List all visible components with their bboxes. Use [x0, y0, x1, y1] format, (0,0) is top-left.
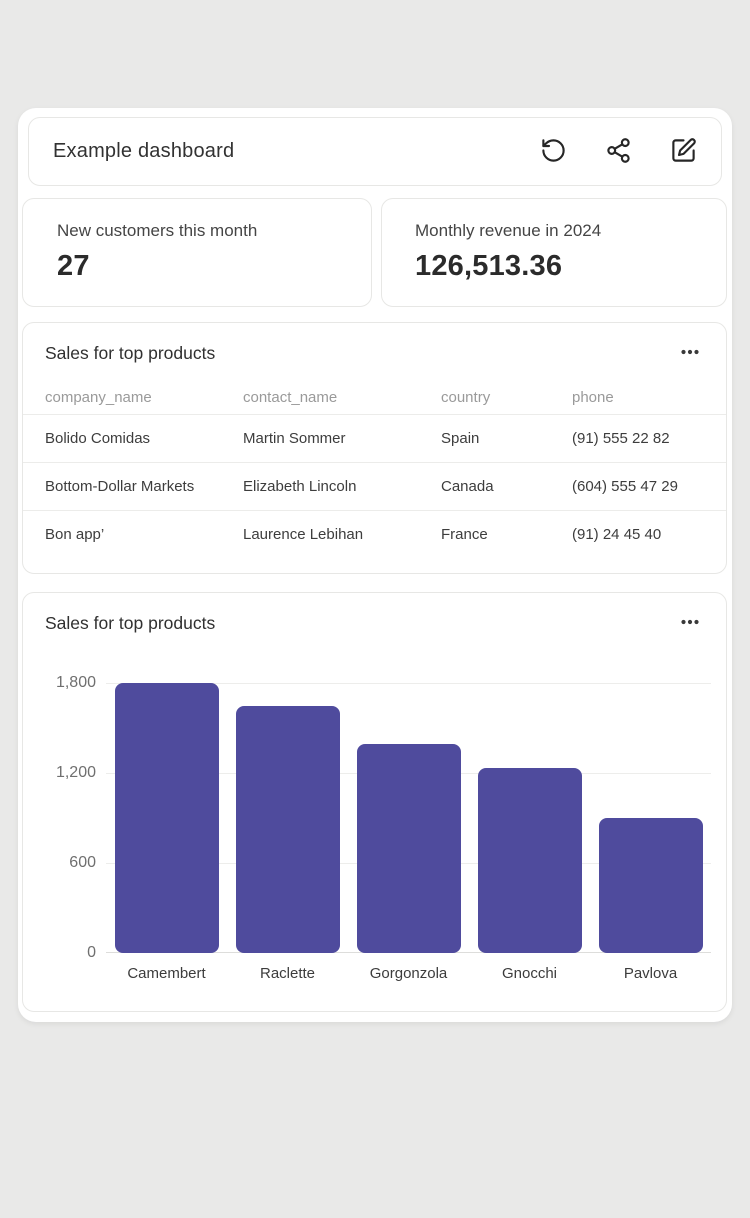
cell-company-name: Bolido Comidas	[45, 430, 151, 447]
bar-pavlova	[599, 818, 703, 953]
cell-phone: (91) 24 45 40	[572, 526, 662, 543]
gridline	[106, 683, 711, 684]
edit-button[interactable]	[669, 137, 697, 167]
column-header: company_name	[45, 389, 152, 406]
table-card-header: Sales for top products	[23, 323, 726, 364]
stat-value: 27	[57, 250, 90, 282]
x-axis-category-label: Camembert	[127, 965, 206, 982]
x-axis-labels: Camembert Raclette Gorgonzola Gnocchi Pa…	[106, 965, 711, 982]
x-axis-category-label: Pavlova	[623, 965, 678, 982]
y-axis-tick-label: 600	[69, 854, 96, 871]
cell-phone: (604) 555 47 29	[572, 478, 678, 495]
column-header: country	[441, 389, 491, 406]
ellipsis-icon	[678, 610, 702, 637]
bar-gnocchi	[478, 768, 582, 953]
table-row: Bottom-Dollar Markets Elizabeth Lincoln …	[23, 462, 726, 510]
rotate-ccw-icon	[540, 137, 567, 167]
cell-company-name: Bon app’	[45, 526, 105, 543]
bar-camembert	[115, 683, 219, 953]
bar-chart-plot-area	[106, 683, 711, 953]
sales-chart-card: Sales for top products 1,800 1,200 600 0	[22, 592, 727, 1012]
sales-table-card: Sales for top products company_name cont…	[22, 322, 727, 574]
x-axis-category-label: Gorgonzola	[369, 965, 448, 982]
share-icon	[605, 137, 632, 167]
stat-value: 126,513.36	[415, 250, 563, 282]
y-axis-tick-label: 0	[87, 944, 96, 961]
edit-pencil-icon	[670, 137, 697, 167]
column-header: phone	[572, 389, 614, 406]
share-button[interactable]	[604, 137, 632, 167]
table-row: Bolido Comidas Martin Sommer Spain (91) …	[23, 414, 726, 462]
cell-contact-name: Martin Sommer	[243, 430, 346, 447]
y-axis-tick-label: 1,200	[55, 764, 96, 781]
cell-contact-name: Elizabeth Lincoln	[243, 478, 357, 495]
cell-country: Canada	[441, 478, 494, 495]
dashboard-container: Example dashboard	[18, 108, 732, 1022]
table-card-title: Sales for top products	[45, 343, 216, 363]
chart-menu-button[interactable]	[676, 614, 704, 634]
chart-card-header: Sales for top products	[23, 593, 726, 634]
x-axis-category-label: Gnocchi	[501, 965, 558, 982]
y-axis-tick-label: 1,800	[55, 674, 96, 691]
bar-raclette	[236, 706, 340, 953]
x-axis-category-label: Raclette	[259, 965, 316, 982]
stat-card-new-customers: New customers this month 27	[22, 198, 372, 307]
page-title: Example dashboard	[53, 140, 235, 162]
stat-label: Monthly revenue in 2024	[415, 221, 602, 240]
chart-card-title: Sales for top products	[45, 613, 216, 633]
cell-company-name: Bottom-Dollar Markets	[45, 478, 195, 495]
dashboard-header: Example dashboard	[28, 117, 722, 186]
refresh-button[interactable]	[539, 138, 567, 166]
column-header: contact_name	[243, 389, 338, 406]
table-menu-button[interactable]	[676, 344, 704, 364]
table-row: Bon app’ Laurence Lebihan France (91) 24…	[23, 510, 726, 558]
cell-country: Spain	[441, 430, 480, 447]
bar-gorgonzola	[357, 744, 461, 953]
ellipsis-icon	[678, 340, 702, 367]
cell-phone: (91) 555 22 82	[572, 430, 670, 447]
stat-card-monthly-revenue: Monthly revenue in 2024 126,513.36	[381, 198, 727, 307]
cell-contact-name: Laurence Lebihan	[243, 526, 364, 543]
cell-country: France	[441, 526, 488, 543]
stat-label: New customers this month	[57, 221, 258, 240]
sales-table: company_name contact_name country phone …	[23, 381, 726, 558]
table-header-row: company_name contact_name country phone	[23, 381, 726, 414]
header-actions	[539, 137, 697, 167]
